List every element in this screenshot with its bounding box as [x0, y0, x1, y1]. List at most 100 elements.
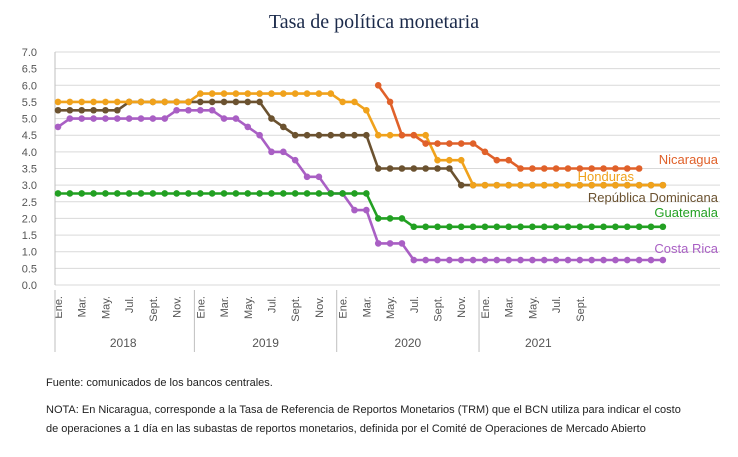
data-point	[268, 90, 275, 97]
data-point	[635, 165, 643, 172]
data-point	[457, 140, 465, 147]
data-point	[78, 190, 86, 197]
data-point	[457, 223, 465, 231]
data-point	[363, 106, 370, 114]
data-point	[125, 115, 133, 122]
data-point	[552, 223, 560, 231]
data-point	[208, 106, 216, 114]
data-point	[54, 190, 62, 197]
data-point	[446, 165, 453, 172]
x-tick-label: Ene.	[480, 296, 492, 319]
data-point	[505, 256, 512, 264]
data-point	[481, 223, 489, 231]
data-point	[102, 106, 109, 114]
x-tick-label: Mar.	[504, 296, 516, 317]
data-point	[493, 223, 501, 231]
data-point	[208, 98, 216, 106]
data-point	[161, 115, 169, 122]
data-point	[78, 115, 86, 122]
x-tick-label: Nov.	[314, 296, 326, 318]
data-point	[54, 98, 62, 106]
data-point	[351, 98, 358, 106]
data-point	[244, 98, 252, 106]
x-tick-label: Ene.	[338, 296, 350, 319]
data-point	[114, 106, 121, 114]
data-point	[564, 165, 572, 172]
y-tick-label: 5.0	[22, 114, 37, 126]
x-tick-label: Mar.	[361, 296, 373, 317]
data-point	[102, 190, 109, 197]
data-point	[102, 98, 109, 106]
data-point	[137, 98, 145, 106]
data-point	[410, 223, 418, 231]
data-point	[291, 156, 299, 164]
data-point	[280, 90, 287, 97]
x-tick-label: Jul.	[266, 296, 278, 313]
data-point	[635, 256, 643, 264]
data-point	[469, 223, 477, 231]
data-point	[529, 165, 536, 172]
data-point	[303, 173, 311, 181]
y-tick-label: 4.5	[22, 130, 37, 142]
data-point	[564, 223, 572, 231]
y-tick-label: 1.5	[22, 230, 37, 242]
series-labels: Nicaragua Honduras República DominicanaGua…	[578, 152, 719, 256]
data-point	[102, 115, 109, 122]
x-tick-label: Ene.	[195, 296, 207, 319]
data-point	[647, 223, 655, 231]
series-line	[58, 92, 663, 187]
series-label: República Dominicana	[588, 190, 719, 205]
data-point	[161, 98, 169, 106]
data-point	[517, 256, 524, 264]
data-point	[220, 90, 228, 97]
data-point	[351, 190, 358, 197]
data-point	[540, 256, 548, 264]
data-point	[600, 223, 607, 231]
data-point	[374, 240, 382, 247]
data-point	[268, 148, 275, 156]
x-tick-label: Nov.	[456, 296, 468, 318]
data-point	[505, 156, 512, 164]
data-point	[66, 190, 74, 197]
data-point	[517, 181, 524, 189]
data-point	[197, 90, 204, 97]
y-tick-label: 0.5	[22, 263, 37, 275]
data-point	[303, 90, 311, 97]
data-point	[327, 90, 335, 97]
data-point	[576, 223, 584, 231]
x-tick-label: Jul.	[124, 296, 136, 313]
data-point	[446, 223, 453, 231]
data-point	[505, 223, 512, 231]
data-point	[125, 98, 133, 106]
data-point	[623, 165, 631, 172]
data-point	[623, 181, 631, 189]
data-point	[422, 256, 429, 264]
data-point	[291, 131, 299, 139]
data-point	[114, 115, 121, 122]
year-label: 2019	[252, 336, 279, 350]
series-line	[377, 84, 640, 170]
data-point	[244, 123, 252, 131]
y-tick-label: 6.5	[22, 64, 37, 76]
data-point	[576, 165, 584, 172]
data-point	[659, 256, 667, 264]
data-point	[208, 90, 216, 97]
data-point	[446, 140, 453, 147]
data-point	[493, 256, 501, 264]
data-point	[244, 190, 252, 197]
x-tick-label: Nov.	[172, 296, 184, 318]
x-tick-label: May.	[527, 296, 539, 319]
data-point	[505, 181, 512, 189]
data-point	[291, 90, 299, 97]
data-point	[280, 148, 287, 156]
data-point	[398, 240, 406, 247]
data-point	[469, 181, 477, 189]
x-tick-label: Mar.	[77, 296, 89, 317]
data-point	[623, 256, 631, 264]
data-point	[410, 256, 418, 264]
x-tick-label: Mar.	[219, 296, 231, 317]
data-point	[208, 190, 216, 197]
data-point	[327, 190, 335, 197]
data-point	[386, 240, 394, 247]
data-point	[434, 156, 441, 164]
